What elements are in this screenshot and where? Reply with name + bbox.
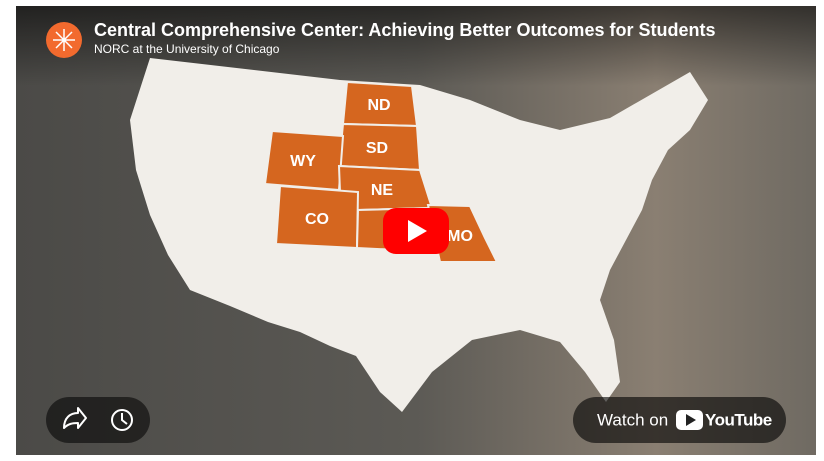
logo-mark — [53, 29, 75, 51]
state-label: ND — [367, 97, 390, 114]
yt-brand: YouTube — [705, 410, 772, 429]
share-button[interactable] — [63, 407, 87, 429]
watch-later-button[interactable] — [111, 409, 133, 431]
channel-logo[interactable] — [46, 22, 82, 58]
state-label: WY — [290, 153, 316, 170]
state-label: MO — [447, 228, 473, 245]
state-label: SD — [366, 140, 388, 157]
yt-logo-play — [686, 414, 696, 426]
video-title[interactable]: Central Comprehensive Center: Achieving … — [94, 20, 715, 40]
clock-hands — [121, 413, 128, 425]
state-label: NE — [371, 182, 394, 199]
clock-face — [111, 409, 133, 431]
watch-label: Watch on — [597, 410, 668, 429]
play-icon — [408, 220, 427, 242]
channel-name[interactable]: NORC at the University of Chicago — [94, 42, 280, 56]
state-label: CO — [305, 211, 329, 228]
watch-on-youtube-button[interactable]: Watch on YouTube — [573, 397, 786, 443]
play-button[interactable] — [383, 208, 449, 254]
action-pill — [46, 397, 150, 443]
